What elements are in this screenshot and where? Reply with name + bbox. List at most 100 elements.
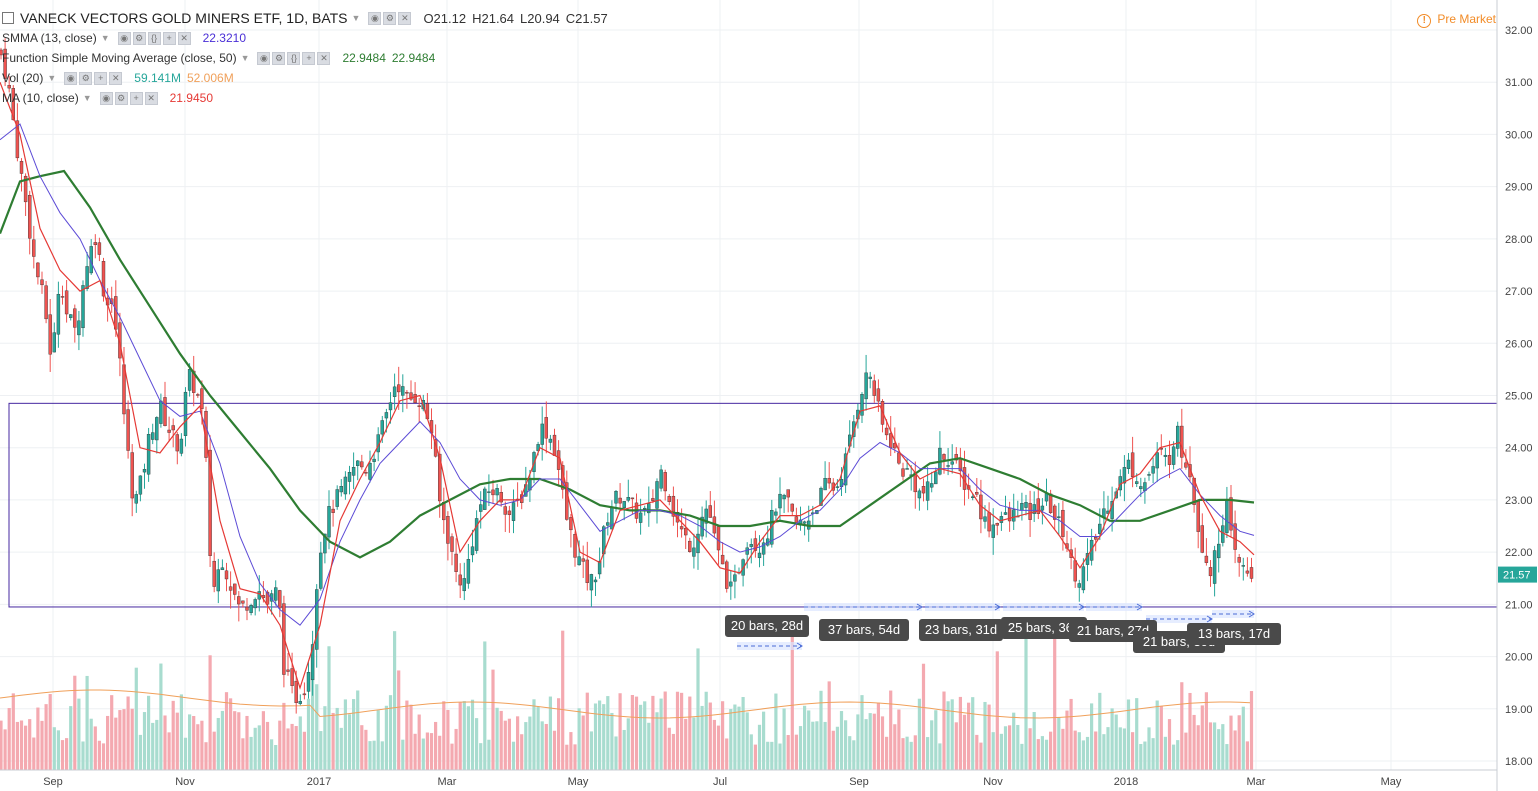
chart-legend: VANECK VECTORS GOLD MINERS ETF, 1D, BATS… <box>2 8 608 108</box>
indicator-label: Function Simple Moving Average (close, 5… <box>2 51 237 65</box>
indicator-sma-row[interactable]: Function Simple Moving Average (close, 5… <box>2 48 608 68</box>
volume-bar <box>1003 726 1008 770</box>
candle-body <box>716 526 721 551</box>
volume-bar <box>786 735 790 770</box>
volume-bar <box>11 693 15 770</box>
volume-bar <box>729 709 733 770</box>
candle-body <box>581 558 585 562</box>
candle-body <box>1040 505 1045 511</box>
price-tick-label: 23.00 <box>1505 495 1533 507</box>
volume-bar <box>384 705 388 770</box>
volume-bar <box>1053 633 1057 770</box>
candle-body <box>606 522 610 526</box>
volume-bar <box>585 692 589 770</box>
measure-arrow <box>1136 603 1143 611</box>
candle-body <box>187 369 192 391</box>
candle-body <box>1093 537 1098 540</box>
volume-bar <box>741 697 745 770</box>
candle-body <box>278 590 282 609</box>
volume-bar <box>294 726 298 770</box>
indicator-controls[interactable]: ◉ ⚙ + ✕ <box>99 91 158 105</box>
add-icon: + <box>162 31 176 45</box>
indicator-controls[interactable]: ◉ ⚙{} + ✕ <box>117 31 191 45</box>
gear-icon: ⚙ <box>272 51 286 65</box>
premarket-indicator[interactable]: ! Pre Market <box>1417 12 1496 28</box>
volume-bar <box>1073 730 1077 770</box>
candle-body <box>950 461 954 465</box>
chevron-down-icon[interactable]: ▼ <box>100 33 110 43</box>
volume-bar <box>24 725 28 770</box>
candle-body <box>1233 523 1237 550</box>
volume-bar <box>626 718 630 770</box>
volume-bar <box>1008 725 1012 770</box>
indicator-controls[interactable]: ◉ ⚙ + ✕ <box>64 71 123 85</box>
candle-body <box>114 296 118 330</box>
gear-icon: ⚙ <box>114 91 128 105</box>
premarket-label: Pre Market <box>1437 12 1496 26</box>
volume-bar <box>762 711 766 770</box>
volume-bar <box>434 721 438 770</box>
volume-bar <box>1114 714 1118 770</box>
volume-bar <box>852 740 856 770</box>
volume-bar <box>835 726 839 770</box>
candle-body <box>36 262 40 278</box>
gear-icon: ⚙ <box>383 11 397 25</box>
candle-body <box>167 429 171 433</box>
candle-body <box>487 491 491 493</box>
volume-bar <box>167 732 171 770</box>
indicator-smma-row[interactable]: SMMA (13, close) ▼ ◉ ⚙{} + ✕ 22.3210 <box>2 28 608 48</box>
volume-bar <box>962 714 967 770</box>
volume-bar <box>1016 724 1020 770</box>
candle-body <box>1229 497 1233 531</box>
volume-bar <box>532 699 536 770</box>
chevron-down-icon[interactable]: ▼ <box>47 73 57 83</box>
candle-body <box>474 518 479 551</box>
candle-body <box>1167 455 1172 465</box>
volume-bar <box>889 690 893 770</box>
price-tick-label: 31.00 <box>1505 77 1533 89</box>
volume-bar <box>950 699 954 770</box>
volume-bar <box>798 726 803 770</box>
candle-body <box>343 476 348 495</box>
candle-body <box>64 290 69 315</box>
volume-bar <box>274 744 278 770</box>
menu-icon[interactable] <box>2 12 14 24</box>
volume-bar <box>466 706 470 770</box>
candle-body <box>745 547 749 555</box>
indicator-ma-row[interactable]: MA (10, close) ▼ ◉ ⚙ + ✕ 21.9450 <box>2 88 608 108</box>
symbol-controls[interactable]: ◉ ⚙ ✕ <box>368 11 412 25</box>
volume-bar <box>265 721 270 770</box>
volume-bar <box>1122 728 1126 770</box>
candle-body <box>397 384 401 393</box>
volume-bar <box>885 736 889 770</box>
volume-bar <box>1192 714 1196 770</box>
volume-bar <box>1196 725 1200 770</box>
candle-body <box>1216 543 1221 559</box>
volume-bar <box>364 729 368 770</box>
volume-bar <box>397 670 401 770</box>
indicator-vol-row[interactable]: Vol (20) ▼ ◉ ⚙ + ✕ 59.141M 52.006M <box>2 68 608 88</box>
volume-bar <box>983 701 987 770</box>
volume-bar <box>753 744 757 770</box>
candle-body <box>163 397 167 427</box>
volume-bar <box>319 731 323 770</box>
volume-bar <box>721 701 725 770</box>
volume-bar <box>766 741 770 770</box>
chevron-down-icon[interactable]: ▼ <box>82 93 92 103</box>
candle-body <box>942 454 946 460</box>
candle-body <box>52 332 56 353</box>
candle-body <box>159 400 163 424</box>
volume-bar <box>48 694 52 770</box>
volume-bar <box>413 733 417 770</box>
indicator-controls[interactable]: ◉ ⚙{} + ✕ <box>257 51 331 65</box>
volume-bar <box>1229 715 1233 770</box>
volume-bar <box>425 732 429 770</box>
candle-body <box>3 48 7 79</box>
volume-bar <box>856 714 860 770</box>
close-icon: ✕ <box>398 11 412 25</box>
candle-body <box>1212 550 1217 584</box>
chevron-down-icon[interactable]: ▼ <box>240 53 250 63</box>
chevron-down-icon[interactable]: ▼ <box>351 13 361 23</box>
volume-bar <box>85 675 89 770</box>
